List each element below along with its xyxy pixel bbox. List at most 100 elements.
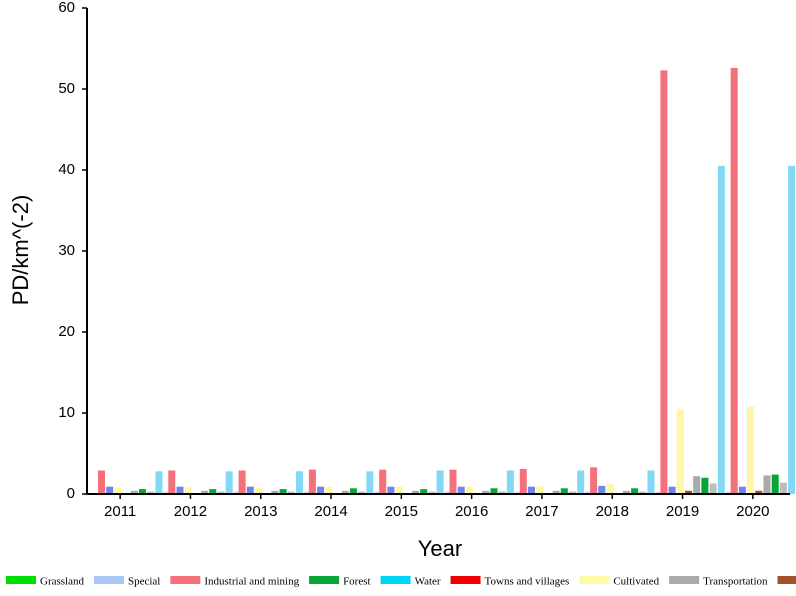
bar-industrial-and-mining-2017 — [519, 468, 527, 494]
bar-industrial-and-mining-2012 — [168, 470, 176, 494]
bar-industrial-and-mining-2014 — [308, 469, 316, 494]
bar-forest-2020 — [771, 474, 779, 494]
bar-industrial-and-mining-2020 — [730, 67, 738, 495]
y-tick-label: 30 — [58, 242, 75, 259]
bar-cultivated-2014 — [325, 486, 333, 494]
bar-water-2020 — [788, 165, 796, 494]
y-tick-label: 10 — [58, 404, 75, 421]
bar-garden-2011 — [163, 491, 171, 494]
x-tick-label: 2016 — [455, 503, 488, 520]
y-tick-label: 40 — [58, 161, 75, 178]
bar-garden-2019 — [726, 491, 733, 494]
bar-cultivated-2012 — [184, 487, 192, 494]
bar-grassland-2016 — [498, 491, 506, 494]
legend: Grassland Special Industrial and mining For… — [6, 576, 796, 588]
x-tick-label: 2018 — [596, 503, 629, 520]
bar-grassland-2020 — [779, 482, 787, 494]
bar-garden-2013 — [304, 491, 312, 494]
x-tick-label: 2017 — [525, 503, 558, 520]
bar-transportation-2017 — [552, 490, 560, 494]
x-tick-label: 2019 — [666, 503, 699, 520]
bar-industrial-and-mining-2019 — [660, 70, 668, 495]
bar-cultivated-2018 — [606, 484, 614, 494]
bar-water-2015 — [436, 470, 444, 494]
bar-industrial-and-mining-2016 — [449, 469, 457, 494]
bar-grassland-2014 — [358, 491, 366, 494]
bar-industrial-and-mining-2018 — [590, 467, 598, 494]
bar-special-2019 — [668, 486, 676, 494]
bar-garden-2016 — [515, 491, 523, 494]
legend-swatch-industrial-and-mining — [170, 576, 201, 584]
legend-swatch-grassland — [6, 576, 36, 584]
bar-water-2013 — [296, 471, 303, 494]
legend-label-water: Water — [415, 576, 441, 588]
bar-special-2015 — [387, 486, 395, 494]
bar-grassland-2013 — [287, 491, 295, 494]
legend-label-industrial-and-mining: Industrial and mining — [204, 576, 299, 588]
y-axis-title: PD/km^(-2) — [8, 195, 33, 306]
bar-other-2019 — [685, 490, 692, 494]
bar-water-2012 — [225, 471, 233, 494]
bar-water-2014 — [366, 471, 374, 494]
bar-transportation-2016 — [482, 490, 490, 494]
x-tick-label: 2015 — [385, 503, 418, 520]
bar-garden-2015 — [444, 491, 452, 494]
x-tick-label: 2014 — [314, 503, 347, 520]
bar-industrial-and-mining-2015 — [379, 469, 387, 494]
bar-special-2018 — [598, 485, 606, 494]
bar-grassland-2015 — [428, 491, 436, 494]
bar-grassland-2019 — [709, 483, 717, 494]
bar-water-2018 — [647, 470, 655, 494]
bar-garden-2012 — [233, 491, 241, 494]
legend-label-towns-and-villages: Towns and villages — [485, 576, 570, 588]
bar-water-2016 — [506, 470, 514, 494]
bar-transportation-2015 — [412, 490, 419, 494]
bar-cultivated-2019 — [676, 408, 684, 494]
legend-swatch-forest — [309, 576, 340, 584]
bar-special-2013 — [246, 486, 254, 494]
bar-garden-2014 — [374, 491, 382, 494]
x-tick-label: 2011 — [104, 503, 136, 520]
bar-forest-2016 — [490, 488, 498, 494]
x-axis-title: Year — [418, 536, 462, 561]
bar-cultivated-2015 — [395, 486, 403, 494]
bar-special-2016 — [457, 486, 465, 494]
legend-label-transportation: Transportation — [703, 576, 768, 588]
x-tick-label: 2012 — [174, 503, 207, 520]
bar-grassland-2017 — [569, 491, 576, 494]
bar-transportation-2019 — [693, 476, 701, 494]
bars-group — [98, 67, 796, 495]
bar-industrial-and-mining-2013 — [238, 470, 246, 494]
bar-special-2012 — [176, 486, 184, 494]
bar-transportation-2013 — [271, 490, 279, 494]
bar-transportation-2020 — [763, 475, 771, 494]
y-tick-label: 20 — [58, 323, 75, 340]
x-tick-label: 2020 — [736, 503, 769, 520]
bar-transportation-2014 — [341, 490, 349, 494]
legend-swatch-towns-and-villages — [450, 576, 481, 584]
bar-forest-2017 — [560, 488, 568, 494]
legend-swatch-cultivated — [579, 576, 610, 584]
bar-special-2014 — [317, 486, 325, 494]
bar-special-2020 — [738, 486, 746, 494]
legend-swatch-other — [777, 576, 796, 584]
bar-forest-2015 — [420, 489, 428, 494]
bar-water-2017 — [577, 470, 585, 494]
bar-cultivated-2013 — [255, 487, 262, 494]
bar-grassland-2018 — [639, 491, 647, 494]
legend-label-grassland: Grassland — [40, 576, 84, 588]
bar-forest-2014 — [349, 488, 357, 494]
bar-forest-2012 — [209, 489, 217, 494]
legend-label-special: Special — [128, 576, 160, 588]
bar-special-2017 — [528, 486, 535, 494]
legend-swatch-water — [380, 576, 411, 584]
legend-label-cultivated: Cultivated — [613, 576, 659, 588]
bar-other-2020 — [755, 490, 763, 494]
bar-forest-2013 — [279, 489, 287, 494]
axes-group: 0 10 20 30 40 50 60 2011 2012 2013 2014 2015 2016 201… — [58, 0, 790, 520]
bar-grassland-2012 — [217, 491, 225, 494]
x-tick-label: 2013 — [244, 503, 277, 520]
bar-forest-2018 — [631, 488, 639, 494]
legend-swatch-special — [93, 576, 124, 584]
bar-cultivated-2016 — [465, 486, 473, 494]
